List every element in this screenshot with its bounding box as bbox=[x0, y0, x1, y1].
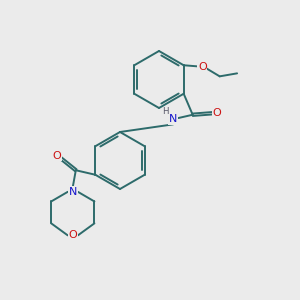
Text: O: O bbox=[68, 230, 77, 240]
Text: N: N bbox=[69, 187, 77, 197]
Text: N: N bbox=[169, 114, 177, 124]
Text: H: H bbox=[162, 107, 168, 116]
Text: O: O bbox=[52, 151, 61, 160]
Text: O: O bbox=[198, 62, 207, 72]
Text: O: O bbox=[213, 108, 221, 118]
